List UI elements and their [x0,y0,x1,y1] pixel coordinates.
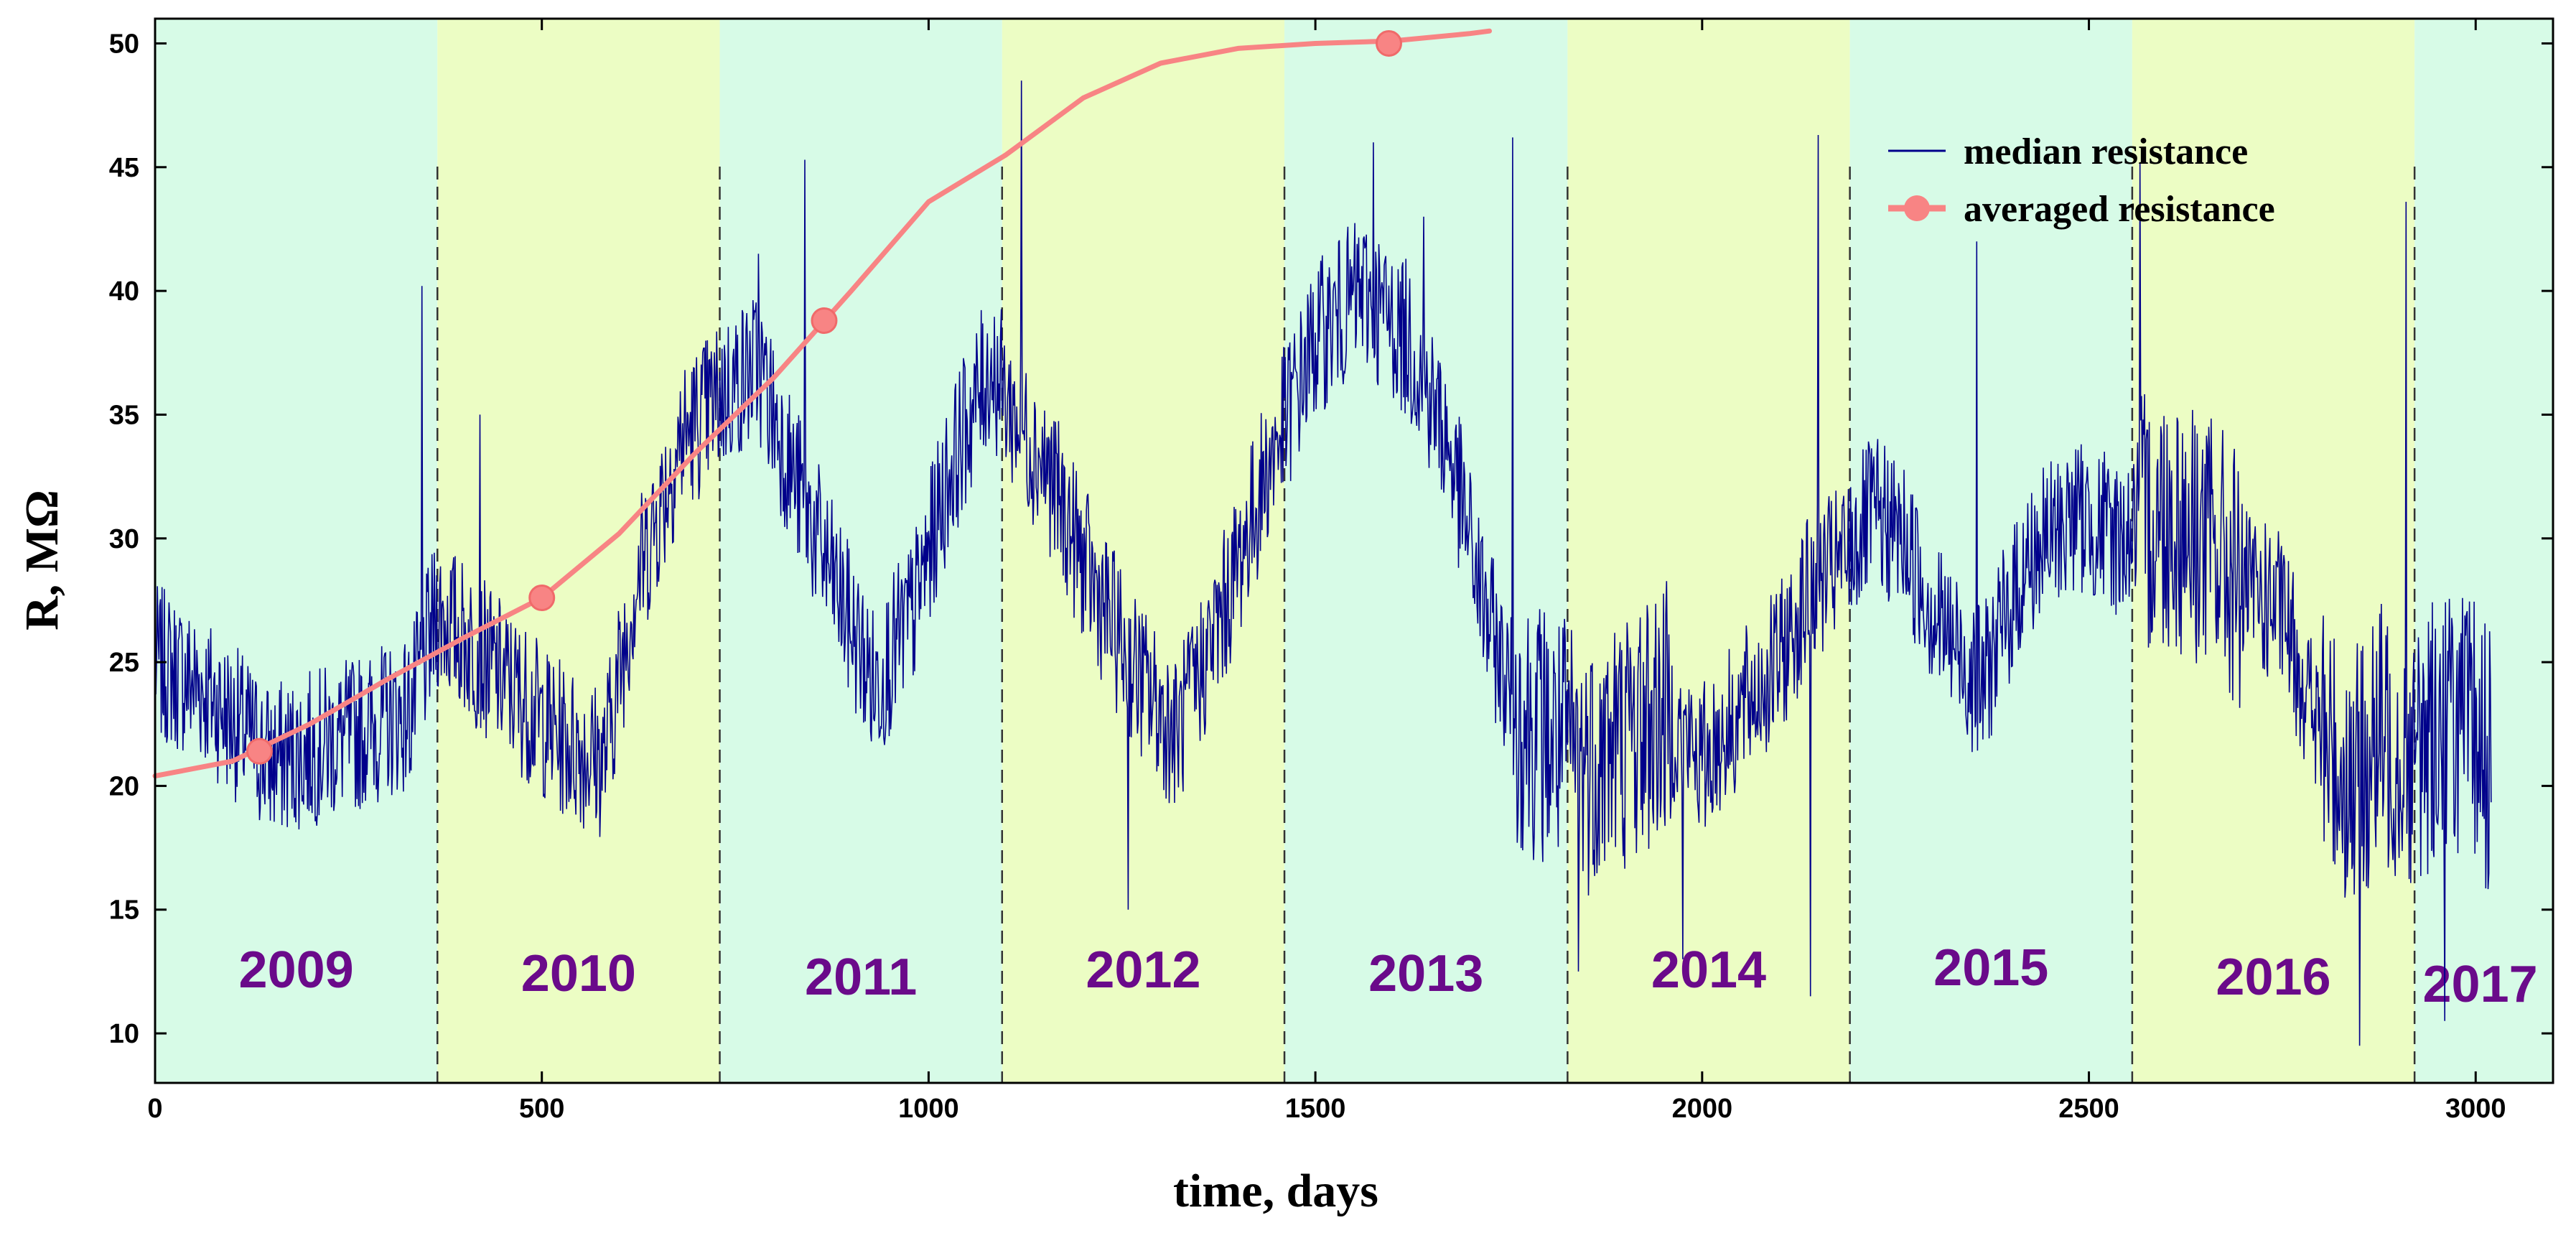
year-label-2017: 2017 [2422,956,2537,1013]
y-tick-label: 30 [109,524,139,554]
year-label-2013: 2013 [1368,945,1483,1002]
year-label-2011: 2011 [805,949,917,1006]
year-band-2016 [2132,19,2415,1083]
averaged-resistance-marker [246,737,273,765]
year-band-2011 [719,19,1002,1083]
year-label-2016: 2016 [2216,949,2330,1006]
median-resistance-series [154,80,2492,1046]
y-tick-label: 40 [109,276,139,307]
legend-averaged-label: averaged resistance [1964,189,2275,230]
averaged-resistance-marker [528,584,556,611]
year-label-2010: 2010 [521,945,636,1002]
year-labels: 2009 2010 2011 2012 2013 2014 2015 2016 2017 [239,939,2538,1013]
x-tick-label: 500 [519,1094,564,1124]
y-tick-label: 20 [109,771,139,801]
legend-median-label: median resistance [1964,131,2248,172]
x-tick-label: 2000 [1672,1094,1733,1124]
plot-frame [154,17,2554,1084]
axes: 0 500 1000 1500 2000 2500 3000 10 15 20 25 30 35 40 45… [109,17,2554,1124]
x-tick-label: 2500 [2058,1094,2119,1124]
year-dividers [437,167,2416,1083]
year-band-2013 [1284,19,1568,1083]
averaged-resistance-series [152,28,1492,779]
averaged-resistance-line [152,28,1492,779]
year-label-2012: 2012 [1086,941,1200,999]
y-tick-label: 50 [109,29,139,59]
year-band-2017 [2414,19,2553,1083]
year-label-2009: 2009 [239,941,354,999]
x-tick-label: 0 [147,1094,162,1124]
legend: median resistance averaged resistance [1888,131,2275,230]
year-band-2010 [437,19,720,1083]
averaged-resistance-marker [1375,29,1402,57]
median-resistance-line [154,80,2492,1046]
y-axis-title: R, MΩ [16,490,68,630]
x-tick-label: 1000 [898,1094,959,1124]
x-tick-label: 3000 [2445,1094,2506,1124]
y-tick-label: 45 [109,153,139,183]
year-label-2014: 2014 [1651,941,1766,999]
x-tick-label: 1500 [1285,1094,1346,1124]
y-tick-label: 35 [109,400,139,430]
y-tick-label: 25 [109,648,139,678]
legend-averaged-marker [1904,195,1930,221]
averaged-resistance-marker [811,307,838,334]
y-tick-label: 15 [109,895,139,926]
year-label-2015: 2015 [1933,939,2048,997]
year-band-2012 [1002,19,1285,1083]
y-tick-label: 10 [109,1019,139,1049]
year-band-2009 [155,19,438,1083]
x-axis-title: time, days [1173,1165,1378,1217]
